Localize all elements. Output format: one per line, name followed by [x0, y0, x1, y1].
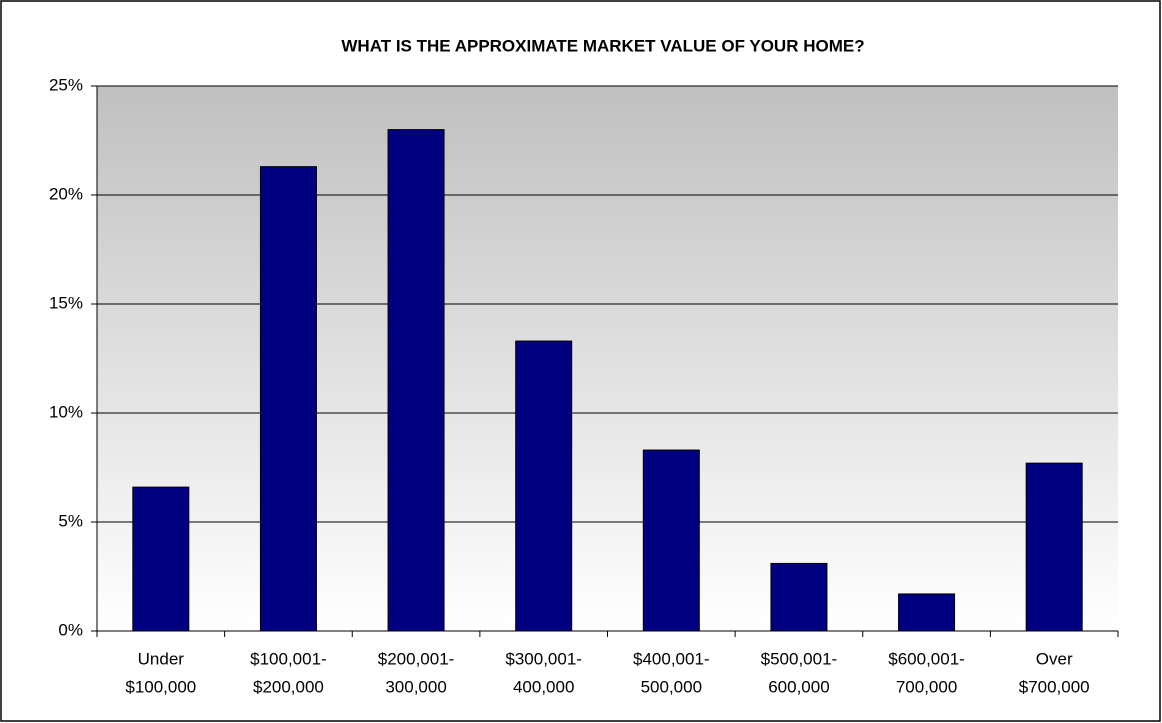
x-tick-label: $400,001-: [633, 649, 710, 668]
x-tick-label: 400,000: [513, 677, 574, 696]
y-tick-label: 10%: [49, 402, 83, 421]
bar: [387, 129, 445, 632]
x-tick-label: 700,000: [896, 677, 957, 696]
x-tick-label: Over: [1036, 649, 1073, 668]
y-tick-label: 20%: [49, 184, 83, 203]
x-tick-label: $100,000: [125, 677, 196, 696]
x-tick-label: $600,001-: [888, 649, 965, 668]
x-tick-label: $500,001-: [761, 649, 838, 668]
x-tick-label: Under: [138, 649, 185, 668]
y-tick-label: 25%: [49, 75, 83, 94]
x-tick-label: 600,000: [768, 677, 829, 696]
bar: [1025, 462, 1083, 632]
bar: [770, 562, 828, 632]
bar: [898, 593, 956, 632]
x-tick-label: $200,001-: [378, 649, 455, 668]
bar: [132, 486, 190, 632]
bar: [642, 449, 700, 632]
x-tick-label: $700,000: [1019, 677, 1090, 696]
x-tick-label: 300,000: [385, 677, 446, 696]
bar: [259, 166, 317, 632]
y-tick-label: 0%: [58, 620, 83, 639]
x-tick-label: $200,000: [253, 677, 324, 696]
x-tick-label: $100,001-: [250, 649, 327, 668]
bar: [515, 340, 573, 632]
plot-area: [97, 86, 1118, 631]
y-tick-label: 15%: [49, 293, 83, 312]
x-tick-label: $300,001-: [505, 649, 582, 668]
y-tick-label: 5%: [58, 511, 83, 530]
chart-title: WHAT IS THE APPROXIMATE MARKET VALUE OF …: [341, 36, 864, 55]
x-tick-label: 500,000: [641, 677, 702, 696]
